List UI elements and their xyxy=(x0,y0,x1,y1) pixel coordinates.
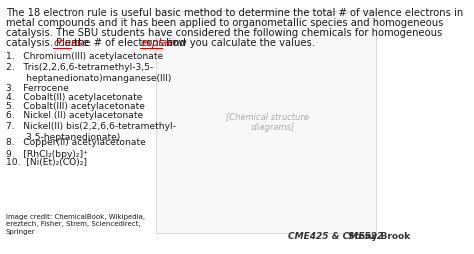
Text: 10.  [Ni(Et)₂(CO)₂]: 10. [Ni(Et)₂(CO)₂] xyxy=(6,158,87,167)
Text: explain: explain xyxy=(140,38,176,48)
Text: 5.   Cobalt(III) acetylacetonate: 5. Cobalt(III) acetylacetonate xyxy=(6,102,145,111)
Text: 1.   Chromium(III) acetylacetonate: 1. Chromium(III) acetylacetonate xyxy=(6,52,163,61)
Text: [Chemical structure
    diagrams]: [Chemical structure diagrams] xyxy=(226,112,309,132)
Text: Stony Brook: Stony Brook xyxy=(348,232,410,241)
Text: how you calculate the values.: how you calculate the values. xyxy=(163,38,315,48)
Text: catalysis. Please: catalysis. Please xyxy=(6,38,91,48)
Text: 3.   Ferrocene: 3. Ferrocene xyxy=(6,84,69,93)
Text: 8.   Copper(II) acetylacetonate: 8. Copper(II) acetylacetonate xyxy=(6,138,146,147)
Text: metal compounds and it has been applied to organometallic species and homogeneou: metal compounds and it has been applied … xyxy=(6,18,443,28)
Text: 4.   Cobalt(II) acetylacetonate: 4. Cobalt(II) acetylacetonate xyxy=(6,93,142,102)
Text: 6.   Nickel (II) acetylacetonate: 6. Nickel (II) acetylacetonate xyxy=(6,111,143,120)
Text: count: count xyxy=(54,38,82,48)
Text: catalysis. The SBU students have considered the following chemicals for homogene: catalysis. The SBU students have conside… xyxy=(6,28,442,38)
FancyBboxPatch shape xyxy=(156,11,376,232)
Text: 7.   Nickel(II) bis(2,2,6,6-tetramethyl-
       3,5-heptanedionate): 7. Nickel(II) bis(2,2,6,6-tetramethyl- 3… xyxy=(6,122,176,142)
Text: 9.   [RhCl₂(bpy)₂]⁺: 9. [RhCl₂(bpy)₂]⁺ xyxy=(6,150,88,158)
Text: the # of electrons and: the # of electrons and xyxy=(71,38,189,48)
Text: Image credit: ChemicalBook, Wikipedia,
ereztech, Fisher, Strem, Sciencedirect,
S: Image credit: ChemicalBook, Wikipedia, e… xyxy=(6,214,145,235)
Text: The 18 electron rule is useful basic method to determine the total # of valence : The 18 electron rule is useful basic met… xyxy=(6,8,463,18)
Text: 2.   Tris(2,2,6,6-tetramethyl-3,5-
       heptanedionato)manganese(III): 2. Tris(2,2,6,6-tetramethyl-3,5- heptane… xyxy=(6,63,171,83)
Text: CME425 & CME522: CME425 & CME522 xyxy=(288,232,383,241)
